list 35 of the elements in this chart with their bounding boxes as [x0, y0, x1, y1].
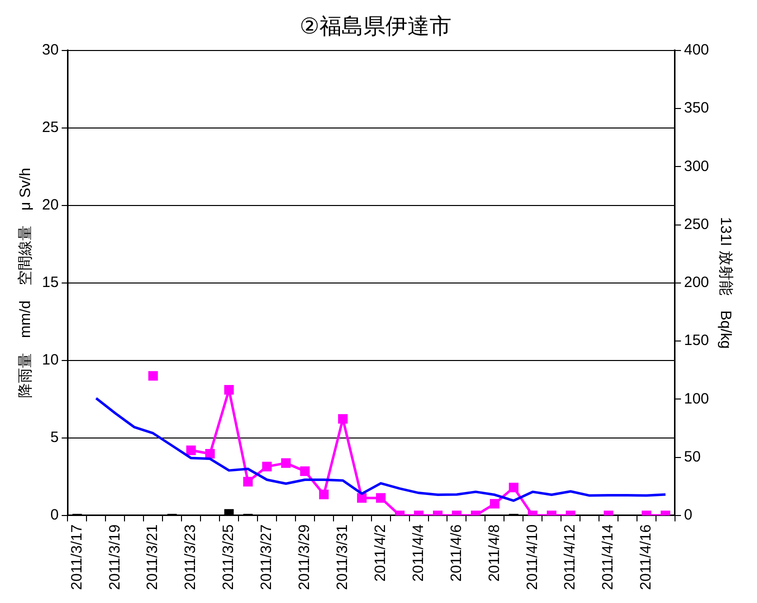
y-tick-label: 0	[50, 506, 59, 524]
x-tick-label: 2011/3/27	[258, 524, 276, 590]
x-tick-label: 2011/4/2	[372, 524, 389, 582]
x-tick-label: 2011/3/31	[334, 524, 352, 590]
y-tick-label: 30	[42, 42, 59, 59]
y2-tick-label: 250	[684, 216, 710, 233]
y2-tick-label: 100	[684, 390, 710, 408]
x-tick-label: 2011/3/23	[182, 524, 200, 590]
x-tick-label: 2011/4/8	[486, 524, 503, 582]
x-tick-label: 2011/3/19	[106, 524, 124, 590]
y2-tick-label: 300	[684, 158, 710, 175]
y2-tick-label: 350	[684, 100, 710, 117]
chart-title: ②福島県伊達市	[300, 13, 452, 38]
y2-axis-title: 131I 放射能 Bq/kg	[716, 217, 734, 349]
y-tick-label: 15	[42, 274, 59, 292]
y-axis-title: 降雨量 mm/d 空間線量 μ Sv/h	[17, 168, 34, 398]
y2-tick-label: 0	[684, 506, 692, 524]
x-tick-label: 2011/4/10	[524, 524, 541, 590]
x-tick-label: 2011/3/25	[220, 524, 238, 590]
x-tick-label: 2011/4/12	[562, 524, 579, 590]
y2-tick-label: 400	[684, 42, 710, 59]
x-tick-label: 2011/3/17	[68, 524, 86, 590]
y2-tick-label: 150	[684, 332, 710, 350]
y-tick-label: 5	[50, 429, 59, 446]
x-tick-label: 2011/3/29	[296, 524, 314, 590]
y2-tick-label: 50	[684, 448, 701, 466]
x-tick-label: 2011/4/16	[638, 524, 655, 590]
x-tick-label: 2011/4/6	[448, 524, 465, 582]
y2-tick-label: 200	[684, 274, 710, 292]
y-tick-label: 25	[42, 119, 59, 136]
y-tick-label: 20	[42, 196, 59, 214]
x-tick-label: 2011/3/21	[144, 524, 162, 590]
y-tick-label: 10	[42, 352, 59, 369]
x-tick-label: 2011/4/14	[600, 524, 617, 590]
x-tick-label: 2011/4/4	[410, 524, 427, 582]
